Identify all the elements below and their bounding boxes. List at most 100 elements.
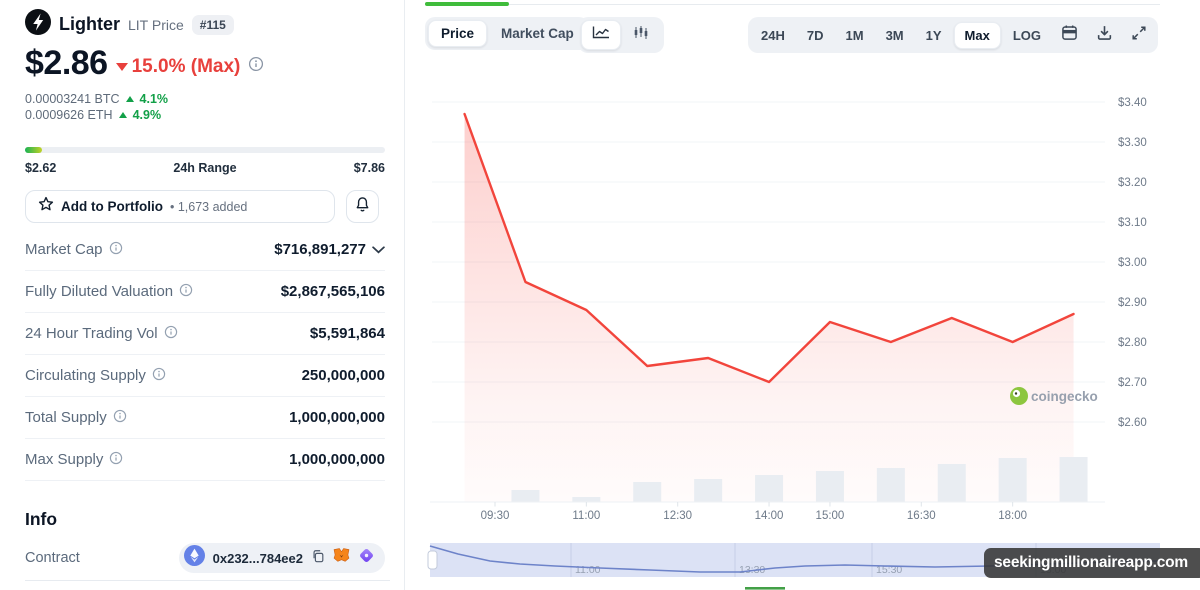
stat-label-text: Market Cap [25,241,103,258]
tab-market-cap[interactable]: Market Cap [501,26,574,41]
stat-label: 24 Hour Trading Vol [25,325,178,343]
range-bar-fill [25,147,42,153]
tab-bar-line [509,3,1160,5]
info-icon[interactable] [179,283,193,301]
wallet-diamond-icon[interactable] [358,547,375,569]
volume-bar [755,475,784,502]
stat-label-text: Fully Diluted Valuation [25,283,174,300]
volume-bar [511,490,540,502]
coingecko-label: coingecko [1031,389,1098,404]
chart-tabs: Price Market Cap [425,17,589,50]
x-axis-label: 11:00 [572,510,600,522]
range-button-max[interactable]: Max [953,21,1001,49]
x-axis-label: 12:30 [663,510,692,522]
add-to-portfolio-button[interactable]: Add to Portfolio • 1,673 added [25,190,335,223]
price-down-icon [115,62,128,71]
stat-value-text: $2,867,565,106 [280,283,385,300]
range-button-7d[interactable]: 7D [806,27,824,43]
expand-icon [1131,25,1147,46]
range-button-24h[interactable]: 24H [761,27,785,43]
y-axis-label: $2.60 [1118,417,1147,429]
stat-value: $2,867,565,106 [281,283,385,300]
contract-row: Contract 0x232...784ee2 [25,543,385,573]
download-button[interactable] [1088,20,1121,50]
stat-value[interactable]: $716,891,277 [274,241,385,258]
tab-price[interactable]: Price [428,20,488,47]
log-scale-button[interactable]: LOG [1012,27,1041,43]
stat-value-text: $5,591,864 [309,325,385,342]
panel-divider [404,0,405,590]
stat-value-text: 1,000,000,000 [289,451,385,468]
range-button-3m[interactable]: 3M [885,27,904,43]
volume-bar [815,471,844,502]
price-change-text: 15.0% (Max) [131,55,241,77]
contract-pill[interactable]: 0x232...784ee2 [178,543,385,573]
up-caret-icon [118,111,127,118]
info-heading: Info [25,509,58,529]
navigator-tick-label: 11:00 [575,564,601,576]
volume-bar [876,468,905,502]
range-button-1m[interactable]: 1M [845,27,864,43]
x-axis-label: 09:30 [481,510,510,522]
stats-list: Market Cap $716,891,277 Fully Diluted Valu… [25,229,385,481]
y-axis-label: $3.00 [1118,257,1147,269]
stat-label: Market Cap [25,241,123,259]
coin-logo-icon [25,9,51,40]
price-change: 15.0% (Max) [115,55,241,78]
contract-label: Contract [25,550,80,566]
coin-symbol-label: LIT Price [128,16,184,33]
conversion-value: 0.0009626 ETH [25,107,113,122]
stat-label: Circulating Supply [25,367,166,385]
coin-name: Lighter [59,14,120,34]
calendar-button[interactable] [1053,20,1086,50]
candlestick-chart-type-button[interactable] [623,21,661,49]
y-axis-label: $2.70 [1118,377,1147,389]
range-labels: $2.62 24h Range $7.86 [25,161,385,175]
price-row: $2.86 15.0% (Max) [25,44,264,83]
stat-row: Fully Diluted Valuation $2,867,565,106 [25,271,385,313]
x-axis-label: 18:00 [998,510,1027,522]
download-icon [1096,24,1113,46]
line-chart-icon [591,25,611,45]
stat-value: 250,000,000 [302,367,385,384]
info-icon[interactable] [113,409,127,427]
volume-bar [633,482,662,502]
navigator-left-handle[interactable] [427,550,438,570]
info-icon[interactable] [109,451,123,469]
stat-row: Total Supply 1,000,000,000 [25,397,385,439]
ethereum-icon [183,545,205,571]
portfolio-count: • 1,673 added [169,199,248,214]
price-info-icon[interactable] [248,56,264,77]
up-caret-icon [125,95,134,102]
chevron-down-icon[interactable] [372,241,385,258]
info-icon[interactable] [152,367,166,385]
x-axis-label: 14:00 [755,510,784,522]
line-chart-type-button[interactable] [581,20,621,50]
expand-button[interactable] [1123,21,1155,50]
info-icon[interactable] [109,241,123,259]
price-chart[interactable]: $3.40 $3.30 $3.20 $3.10 $3.00 $2.90 $2.80 $2.70… [420,56,1200,590]
range-button-1y[interactable]: 1Y [925,27,942,43]
stat-label-text: Max Supply [25,451,104,468]
metamask-icon[interactable] [333,547,350,569]
range-low: $2.62 [25,161,57,175]
volume-bars [430,457,1105,503]
copy-icon[interactable] [311,549,325,568]
stat-value-text: 1,000,000,000 [289,409,385,426]
info-icon[interactable] [164,325,178,343]
alert-bell-button[interactable] [346,190,379,223]
conversion-change: 4.9% [132,107,162,122]
conversion-row: 0.0009626 ETH 4.9% [25,107,168,122]
stat-row: 24 Hour Trading Vol $5,591,864 [25,313,385,355]
active-tab-indicator [425,2,509,6]
stat-row: Circulating Supply 250,000,000 [25,355,385,397]
price-area-fill [464,114,1074,502]
current-price: $2.86 [25,44,108,82]
chart-type-toggle [578,17,664,53]
range-high: $7.86 [353,161,385,175]
stat-value-text: $716,891,277 [274,241,366,258]
stat-label: Fully Diluted Valuation [25,283,193,301]
stat-value-text: 250,000,000 [301,367,385,384]
portfolio-label: Add to Portfolio [61,199,163,214]
conversion-change: 4.1% [139,91,169,106]
